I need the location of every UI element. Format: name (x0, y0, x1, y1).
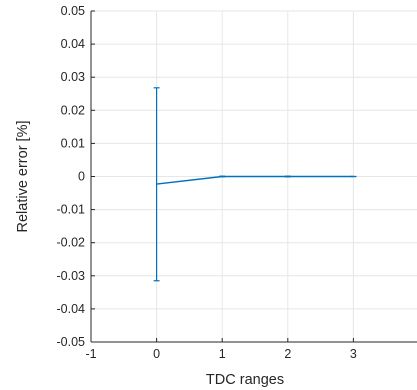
y-tick-label: 0.04 (61, 37, 85, 51)
y-tick-label: 0 (78, 170, 85, 184)
y-tick-label: -0.03 (57, 269, 86, 283)
series-layer (153, 87, 357, 282)
x-tick-label: 1 (219, 347, 226, 361)
y-tick-label: -0.02 (57, 236, 86, 250)
x-tick-labels: -1 0 1 2 3 (85, 347, 356, 361)
y-tick-label: 0.02 (61, 103, 85, 117)
y-tick-label: -0.01 (57, 203, 86, 217)
y-tick-labels: -0.05 -0.04 -0.03 -0.02 -0.01 0 0.01 0.02 0.03 0.… (57, 4, 86, 349)
x-tick-label: 3 (350, 347, 357, 361)
y-tick-label: -0.04 (57, 302, 86, 316)
x-tick-label: 2 (284, 347, 291, 361)
y-tick-label: 0.03 (61, 70, 85, 84)
y-tick-label: 0.01 (61, 136, 85, 150)
y-tick-label: -0.05 (57, 335, 86, 349)
series-line (156, 175, 354, 185)
axes (90, 10, 417, 343)
x-tick-label: -1 (85, 347, 96, 361)
y-tick-label: 0.05 (61, 4, 85, 18)
x-axis-title: TDC ranges (206, 372, 284, 388)
y-axis-title: Relative error [%] (15, 120, 31, 232)
x-tick-label: 0 (153, 347, 160, 361)
